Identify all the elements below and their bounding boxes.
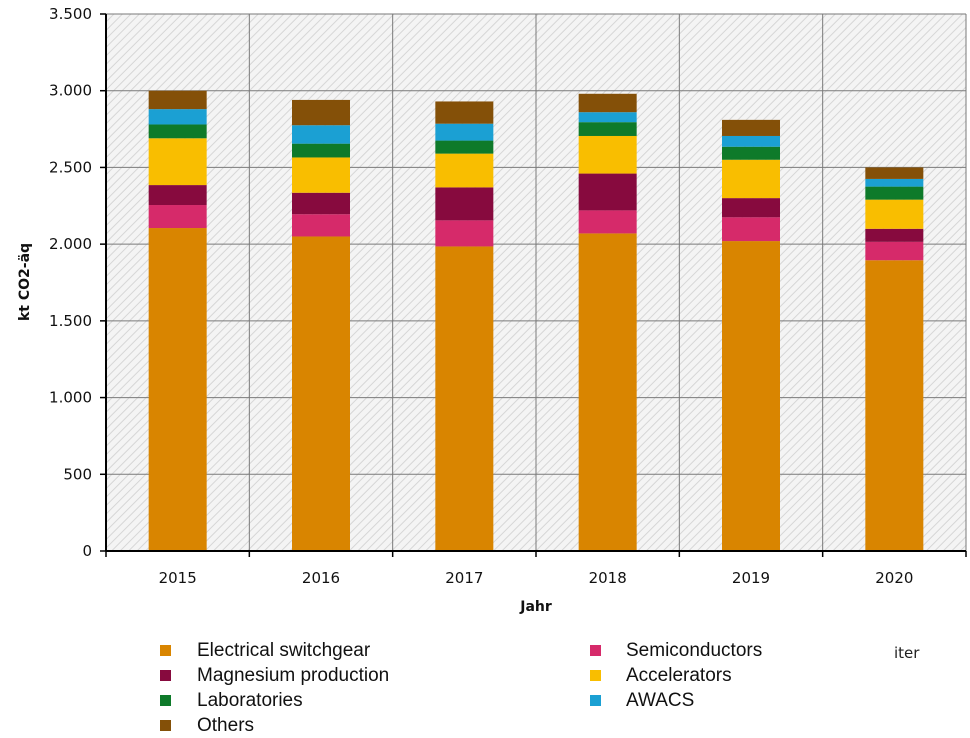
y-tick-labels: 0 500 1.000 1.500 2.000 2.500 3.000 3.500 — [49, 5, 92, 560]
legend-item-awacs: AWACS — [590, 690, 694, 711]
bar-stack-2016 — [292, 99, 350, 551]
y-tick-label-7: 3.500 — [49, 5, 92, 23]
bar-electrical-switchgear-2015 — [148, 228, 207, 552]
bar-magnesium-production-2018 — [578, 173, 637, 211]
legend-swatch-laboratories — [160, 695, 171, 706]
y-tick-label-2: 1.000 — [49, 389, 92, 407]
bar-others-2015 — [148, 90, 207, 110]
legend-swatch-electrical-switchgear — [160, 645, 171, 656]
grid-lines — [106, 13, 967, 551]
bar-laboratories-2020 — [865, 186, 924, 200]
bar-awacs-2016 — [292, 125, 350, 144]
bar-electrical-switchgear-2017 — [435, 246, 494, 552]
y-tick-label-3: 1.500 — [49, 312, 92, 330]
bar-awacs-2015 — [148, 109, 207, 125]
bar-laboratories-2016 — [292, 143, 350, 158]
y-tick-label-1: 500 — [63, 465, 92, 483]
bar-stack-2015 — [148, 90, 207, 552]
bar-others-2016 — [292, 99, 350, 126]
bar-magnesium-production-2019 — [722, 198, 780, 218]
x-tick-label-2017: 2017 — [445, 569, 483, 587]
x-tick-label-2018: 2018 — [589, 569, 627, 587]
x-tick-label-2016: 2016 — [302, 569, 340, 587]
bars — [148, 90, 924, 552]
bar-stack-2018 — [578, 93, 637, 551]
bar-accelerators-2016 — [292, 157, 350, 193]
bar-semiconductors-2016 — [292, 214, 350, 237]
legend-swatch-magnesium-production — [160, 670, 171, 681]
axes — [100, 13, 967, 557]
legend-item-laboratories: Laboratories — [160, 690, 303, 711]
legend-swatch-awacs — [590, 695, 601, 706]
legend-item-others: Others — [160, 715, 254, 736]
legend-item-accelerators: Accelerators — [590, 665, 732, 686]
legend-item-semiconductors: Semiconductors — [590, 640, 762, 661]
y-tick-label-0: 0 — [82, 542, 92, 560]
bar-magnesium-production-2016 — [292, 192, 350, 215]
bar-electrical-switchgear-2020 — [865, 260, 924, 551]
legend-swatch-semiconductors — [590, 645, 601, 656]
bar-electrical-switchgear-2018 — [578, 233, 637, 551]
bar-others-2017 — [435, 101, 494, 124]
legend-swatch-accelerators — [590, 670, 601, 681]
y-tick-label-4: 2.000 — [49, 235, 92, 253]
bar-accelerators-2017 — [435, 153, 494, 188]
bar-semiconductors-2015 — [148, 205, 207, 229]
bar-magnesium-production-2017 — [435, 187, 494, 221]
bar-accelerators-2018 — [578, 135, 637, 174]
bar-stack-2017 — [435, 101, 494, 552]
bar-semiconductors-2018 — [578, 210, 637, 234]
legend-label-electrical-switchgear: Electrical switchgear — [197, 640, 371, 661]
bar-awacs-2017 — [435, 123, 494, 141]
bar-accelerators-2020 — [865, 199, 924, 229]
bar-stack-2020 — [865, 167, 924, 551]
bar-stack-2019 — [722, 119, 780, 551]
legend-label-semiconductors: Semiconductors — [626, 640, 762, 661]
stray-text: iter — [894, 644, 920, 662]
x-tick-label-2020: 2020 — [875, 569, 913, 587]
bar-magnesium-production-2020 — [865, 228, 924, 242]
y-tick-label-6: 3.000 — [49, 82, 92, 100]
legend-swatch-others — [160, 720, 171, 731]
bar-electrical-switchgear-2019 — [722, 241, 780, 551]
bar-magnesium-production-2015 — [148, 185, 207, 206]
x-tick-label-2019: 2019 — [732, 569, 770, 587]
legend-label-accelerators: Accelerators — [626, 665, 732, 686]
bar-accelerators-2015 — [148, 138, 207, 186]
legend-label-others: Others — [197, 715, 254, 736]
bar-others-2019 — [722, 119, 780, 136]
bar-semiconductors-2019 — [722, 217, 780, 242]
bar-laboratories-2019 — [722, 146, 780, 160]
bar-accelerators-2019 — [722, 159, 780, 199]
bar-laboratories-2017 — [435, 140, 494, 154]
y-axis-title: kt CO2-äq — [17, 243, 33, 321]
legend-label-magnesium-production: Magnesium production — [197, 665, 389, 686]
bar-semiconductors-2017 — [435, 220, 494, 247]
legend: Electrical switchgear Magnesium productio… — [160, 640, 762, 736]
bar-awacs-2020 — [865, 178, 924, 187]
x-axis-title: Jahr — [519, 599, 552, 615]
bar-laboratories-2018 — [578, 122, 637, 136]
x-tick-label-2015: 2015 — [159, 569, 197, 587]
legend-item-magnesium-production: Magnesium production — [160, 665, 389, 686]
legend-item-electrical-switchgear: Electrical switchgear — [160, 640, 371, 661]
bar-awacs-2018 — [578, 112, 637, 123]
bar-semiconductors-2020 — [865, 241, 924, 261]
bar-awacs-2019 — [722, 135, 780, 147]
x-tick-labels: 2015 2016 2017 2018 2019 2020 — [159, 569, 914, 587]
y-tick-label-5: 2.500 — [49, 158, 92, 176]
bar-others-2020 — [865, 167, 924, 179]
bar-electrical-switchgear-2016 — [292, 236, 350, 551]
legend-label-laboratories: Laboratories — [197, 690, 303, 711]
bar-laboratories-2015 — [148, 124, 207, 139]
bar-others-2018 — [578, 93, 637, 113]
legend-label-awacs: AWACS — [626, 690, 694, 711]
